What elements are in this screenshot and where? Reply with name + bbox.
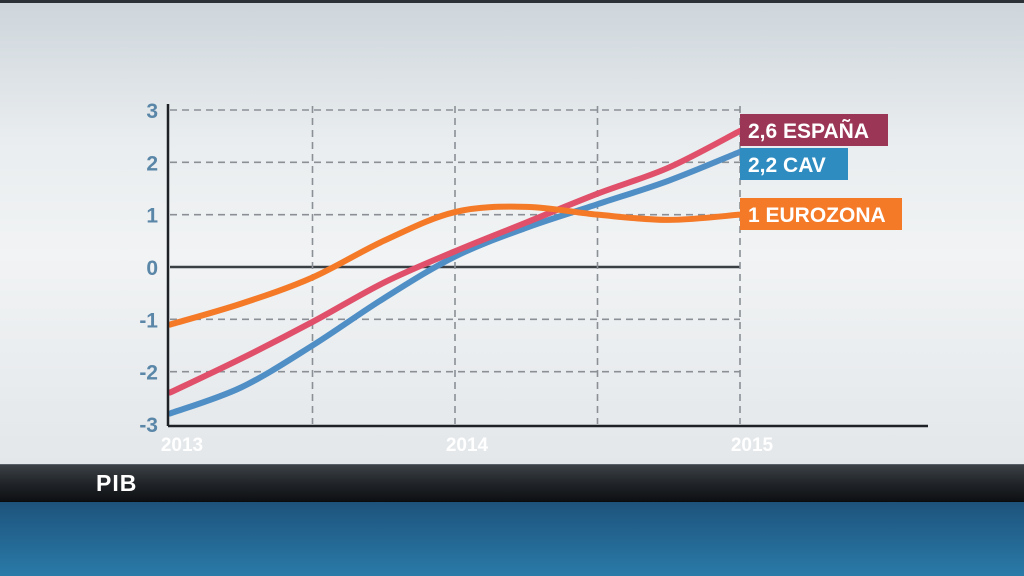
lower-third-band: PIB [0,464,1024,576]
y-tick-label: 0 [146,257,158,280]
title-bar: PIB [0,464,1024,502]
series-line-espana [167,127,743,396]
chart-background: 3 2 1 0 -1 -2 -3 2013 2014 2015 1 EUROZONA 2,6 ES… [0,0,1024,464]
pib-line-chart: 3 2 1 0 -1 -2 -3 2013 2014 2015 1 EUROZONA 2,6 ES… [139,100,928,456]
x-tick-label: 2014 [446,435,489,456]
x-tick-label: 2015 [731,435,774,456]
y-tick-label: -2 [139,362,158,385]
y-tick-label: -3 [139,414,158,437]
x-tick-label: 2013 [161,435,203,456]
y-tick-label: 2 [146,152,158,175]
series-lines [167,127,743,417]
y-axis-tick-labels: 3 2 1 0 -1 -2 -3 [139,100,158,437]
series-label-box [740,198,902,230]
series-label-text: 1 EUROZONA [748,204,886,227]
grid-lines [170,106,741,424]
series-label-espana: 2,6 ESPAÑA [740,114,888,146]
series-line-eurozona [167,203,743,328]
series-label-text: 2,2 CAV [748,154,826,177]
series-label-box [740,114,888,146]
series-label-eurozona: 1 EUROZONA [740,198,902,230]
y-tick-label: 3 [146,100,158,123]
x-axis-tick-labels: 2013 2014 2015 [161,435,774,456]
chart-title: PIB [96,470,138,496]
series-label-box [740,148,848,180]
series-labels: 1 EUROZONA 2,6 ESPAÑA 2,2 CAV [740,114,902,230]
series-line-cav [167,148,743,417]
series-label-text: 2,6 ESPAÑA [748,120,869,143]
axes [166,104,928,428]
y-tick-label: -1 [139,309,158,332]
series-label-cav: 2,2 CAV [740,148,848,180]
y-tick-label: 1 [146,205,158,228]
